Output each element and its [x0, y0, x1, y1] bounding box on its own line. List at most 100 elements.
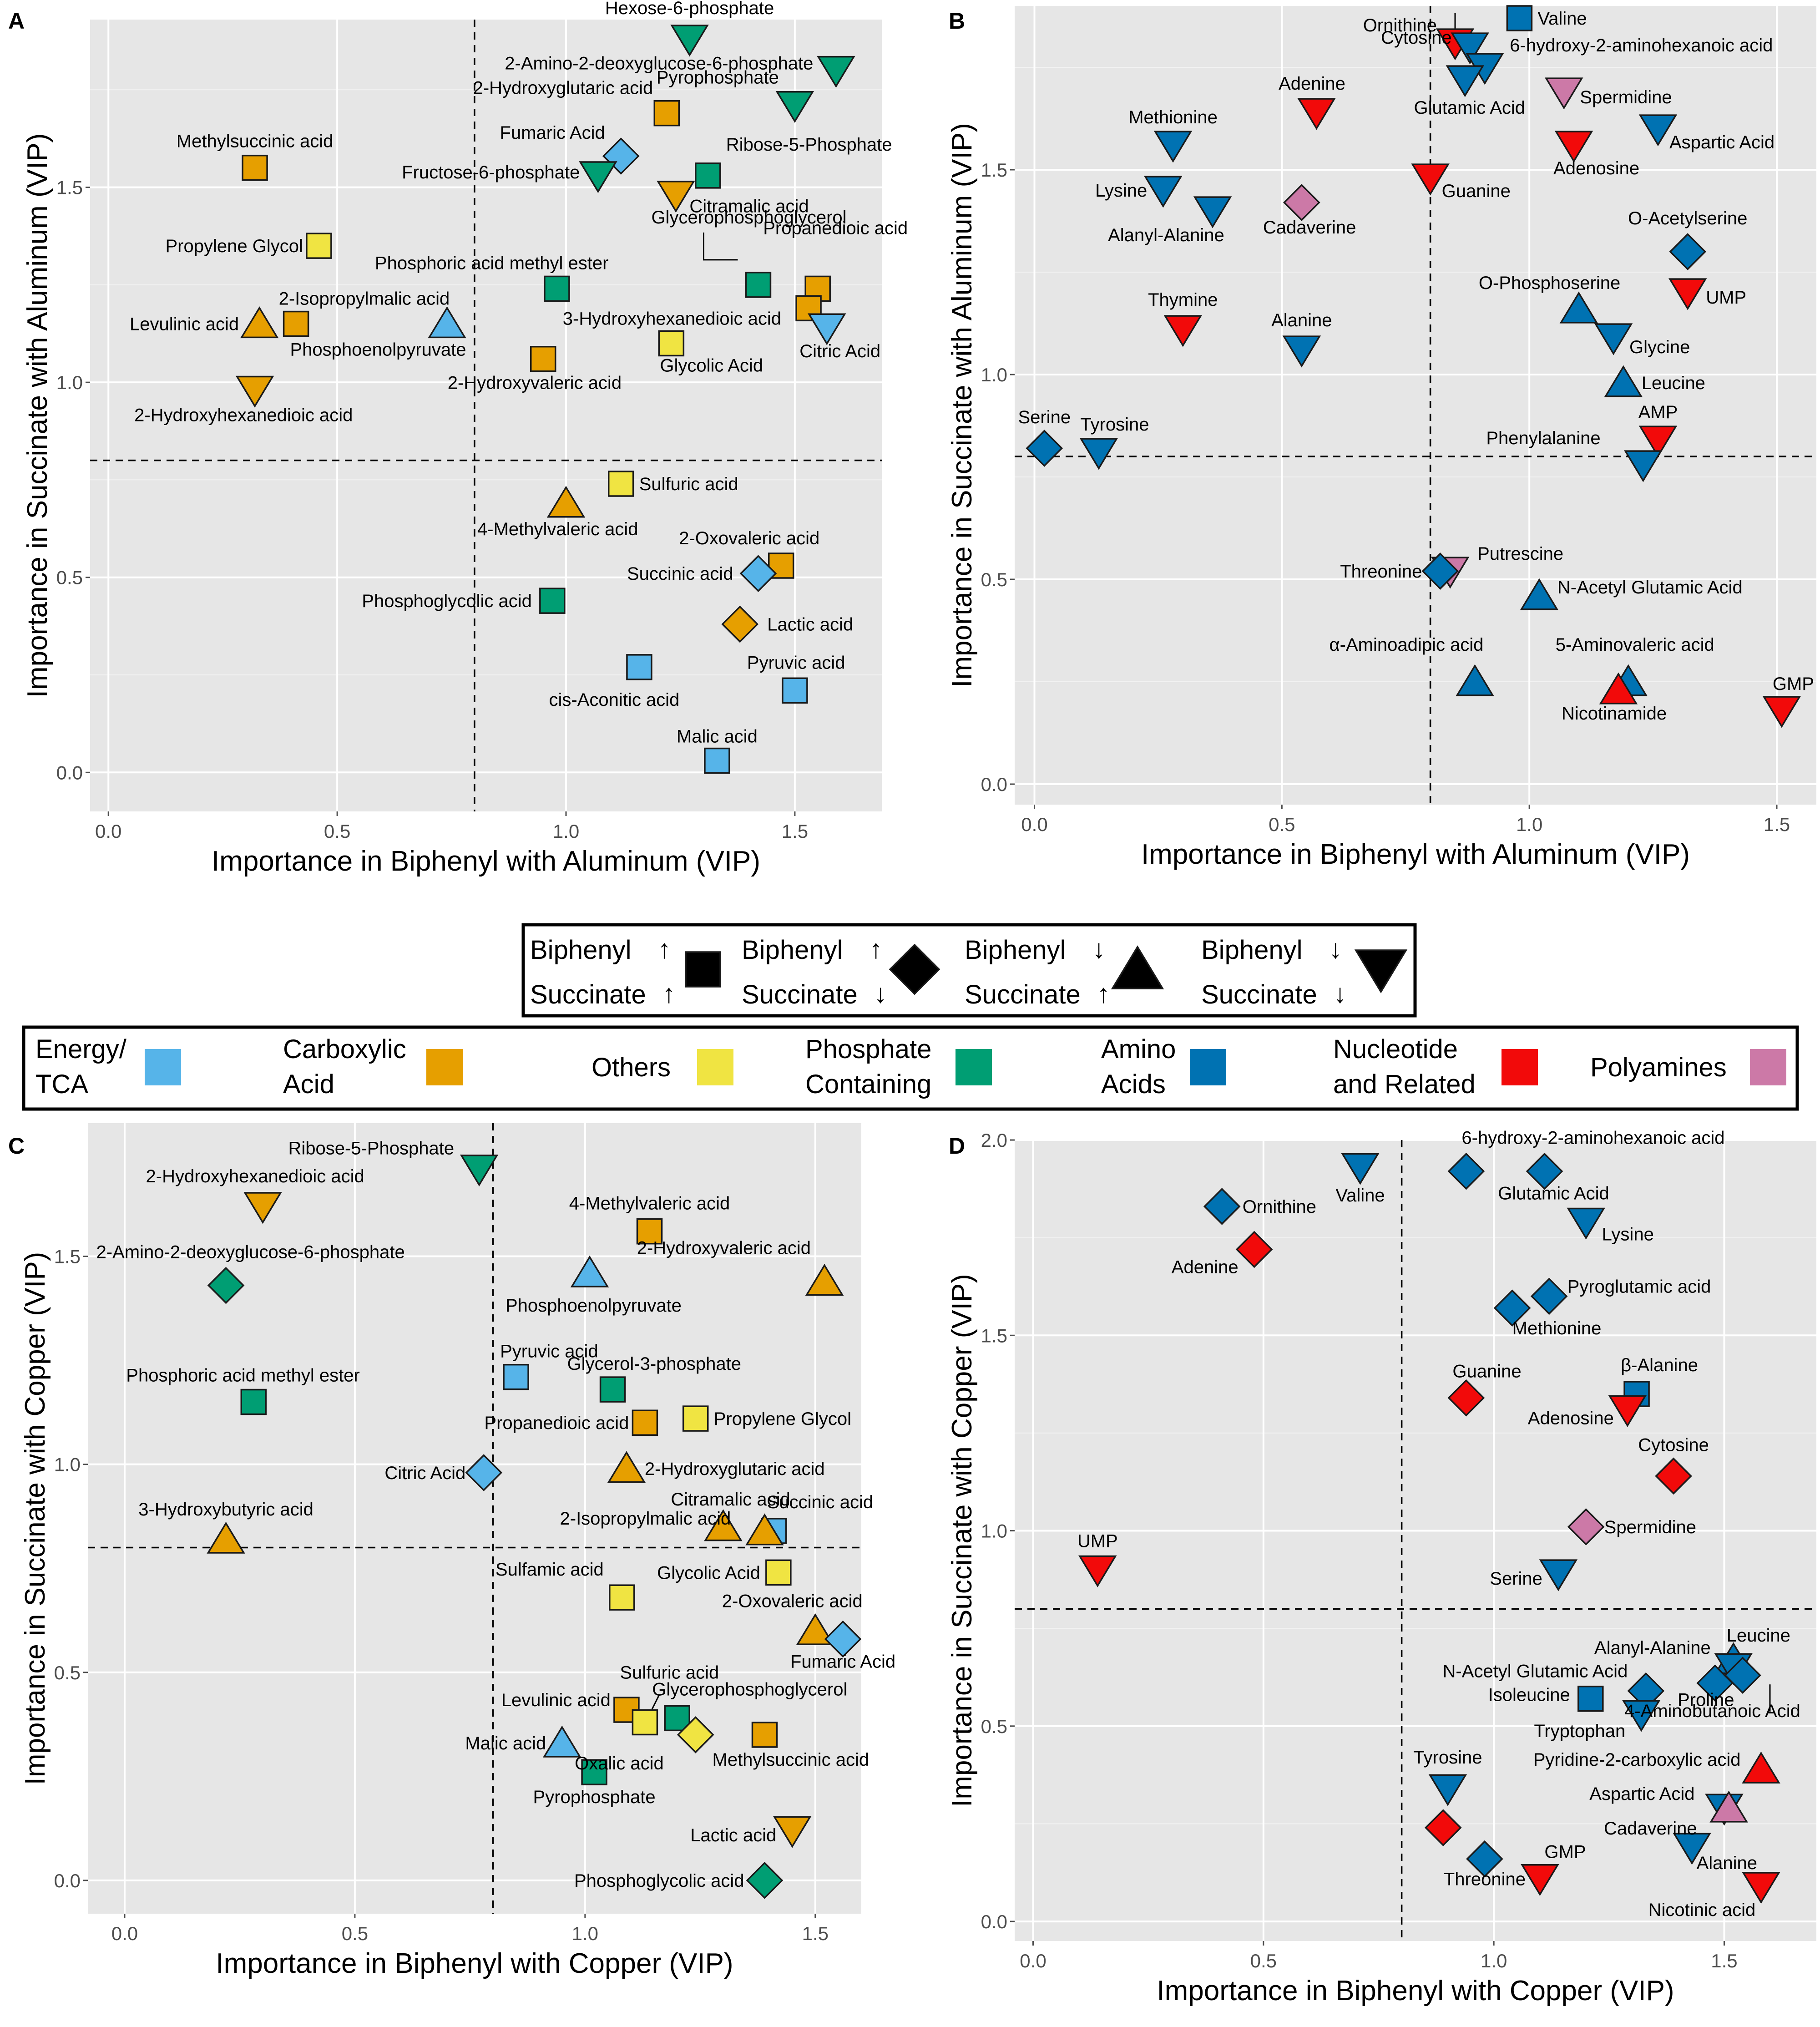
data-label: 2-Hydroxyhexanedioic acid: [146, 1166, 364, 1186]
data-label: 2-Oxovaleric acid: [679, 528, 819, 548]
data-label: Alanine: [1271, 310, 1332, 330]
data-point: [773, 1816, 812, 1848]
data-point: [632, 1709, 658, 1736]
data-label: Sulfamic acid: [495, 1560, 604, 1580]
color-legend-label: Phosphate: [805, 1034, 931, 1064]
data-point: [695, 162, 721, 189]
data-label: Proline: [1678, 1690, 1734, 1710]
x-tick-label: 0.0: [111, 1923, 138, 1944]
x-tick-label: 1.5: [782, 821, 808, 842]
data-label: Glutamic Acid: [1498, 1184, 1609, 1204]
data-label: Ornithine: [1243, 1197, 1316, 1217]
data-label: Succinic acid: [627, 564, 733, 584]
data-point: [1608, 1395, 1647, 1427]
data-label: 2-Oxovaleric acid: [722, 1591, 863, 1611]
data-point: [1742, 1751, 1780, 1784]
data-label: Propanedioic acid: [484, 1413, 629, 1433]
data-label: Spermidine: [1580, 87, 1672, 107]
data-point: [1079, 438, 1118, 470]
data-point: [1493, 1289, 1531, 1327]
shape-legend-line2: Succinate: [530, 980, 646, 1009]
data-label: Tryptophan: [1534, 1721, 1625, 1741]
color-legend-swatch: [1502, 1049, 1538, 1085]
data-label: Adenosine: [1553, 158, 1639, 178]
x-tick-label: 1.0: [1516, 814, 1542, 835]
shape-legend-line1: Biphenyl: [965, 935, 1066, 965]
x-tick-label: 0.0: [95, 821, 121, 842]
plot-background: [1015, 1140, 1816, 1941]
data-point: [1341, 1153, 1380, 1185]
data-label: Guanine: [1452, 1362, 1521, 1382]
data-label: Alanyl-Alanine: [1108, 225, 1224, 245]
panel-letter: A: [8, 8, 25, 34]
data-label: Phosphoric acid methyl ester: [126, 1366, 360, 1386]
data-point: [1456, 664, 1494, 696]
data-label: Propylene Glycol: [714, 1409, 851, 1429]
data-label: Valine: [1537, 9, 1587, 29]
data-label: Nicotinic acid: [1648, 1900, 1756, 1920]
data-label: 2-Hydroxyglutaric acid: [473, 78, 653, 98]
data-label: Phosphoenolpyruvate: [290, 340, 466, 360]
shape-legend-line1: Biphenyl: [530, 935, 631, 965]
data-label: Thymine: [1148, 290, 1218, 310]
data-point: [739, 555, 777, 592]
x-tick-label: 1.5: [802, 1923, 829, 1944]
data-point: [1506, 5, 1533, 31]
data-point: [765, 1559, 792, 1586]
data-point: [632, 1409, 658, 1436]
color-legend-label: TCA: [35, 1069, 88, 1099]
y-tick-label: 1.0: [54, 1454, 81, 1475]
data-point: [503, 1363, 529, 1390]
x-tick-label: 1.0: [553, 821, 579, 842]
data-point: [579, 161, 617, 193]
data-point: [240, 1388, 267, 1415]
data-label: N-Acetyl Glutamic Acid: [1557, 578, 1743, 598]
data-label: Succinic acid: [767, 1492, 873, 1512]
x-tick-label: 1.5: [1711, 1950, 1737, 1971]
data-label: cis-Aconitic acid: [549, 690, 680, 710]
data-label: UMP: [1077, 1531, 1118, 1551]
shape-legend-frame: [521, 923, 1417, 1018]
data-point: [1521, 1864, 1559, 1896]
data-point: [465, 1454, 503, 1491]
data-point: [817, 56, 855, 88]
data-point: [1163, 315, 1203, 347]
data-label: 2-Amino-2-deoxyglucose-6-phosphate: [96, 1242, 405, 1262]
panel-letter: C: [8, 1133, 25, 1159]
data-label: GMP: [1773, 674, 1814, 694]
data-label: Glycolic Acid: [657, 1563, 760, 1583]
data-label: Adenine: [1279, 74, 1345, 94]
data-label: Leucine: [1642, 373, 1705, 393]
data-label: Citric Acid: [384, 1463, 465, 1483]
data-point: [1673, 1833, 1711, 1865]
color-legend-label: Energy/: [35, 1034, 127, 1064]
data-point: [1545, 77, 1583, 110]
data-point: [242, 154, 268, 181]
data-point: [539, 588, 566, 614]
data-label: Serine: [1018, 407, 1071, 427]
y-tick-label: 0.5: [981, 1716, 1007, 1737]
data-label: Nicotinamide: [1562, 704, 1667, 724]
data-label: Pyrophosphate: [533, 1787, 656, 1807]
data-point: [745, 272, 772, 298]
data-label: Threonine: [1340, 562, 1422, 582]
data-label: 2-Hydroxyhexanedioic acid: [134, 405, 353, 425]
color-legend-label: Polyamines: [1590, 1053, 1727, 1082]
data-point: [1622, 1700, 1661, 1732]
shape-legend-arrow2: ↑: [662, 979, 676, 1008]
panel-letter: B: [949, 8, 965, 34]
data-point: [207, 1521, 245, 1554]
data-point: [1638, 114, 1678, 147]
data-label: Spermidine: [1604, 1517, 1696, 1537]
data-point: [751, 1722, 778, 1748]
data-label: Fumaric Acid: [500, 123, 605, 143]
data-point: [745, 1513, 784, 1546]
data-label: 6-hydroxy-2-aminohexanoic acid: [1510, 35, 1773, 56]
data-label: O-Phosphoserine: [1479, 273, 1620, 293]
color-legend-swatch: [1190, 1049, 1226, 1085]
data-label: Sulfuric acid: [639, 474, 738, 494]
data-label: Putrescine: [1477, 544, 1563, 564]
data-label: 2-Hydroxyglutaric acid: [645, 1459, 825, 1479]
color-legend-label: Acids: [1101, 1069, 1166, 1099]
